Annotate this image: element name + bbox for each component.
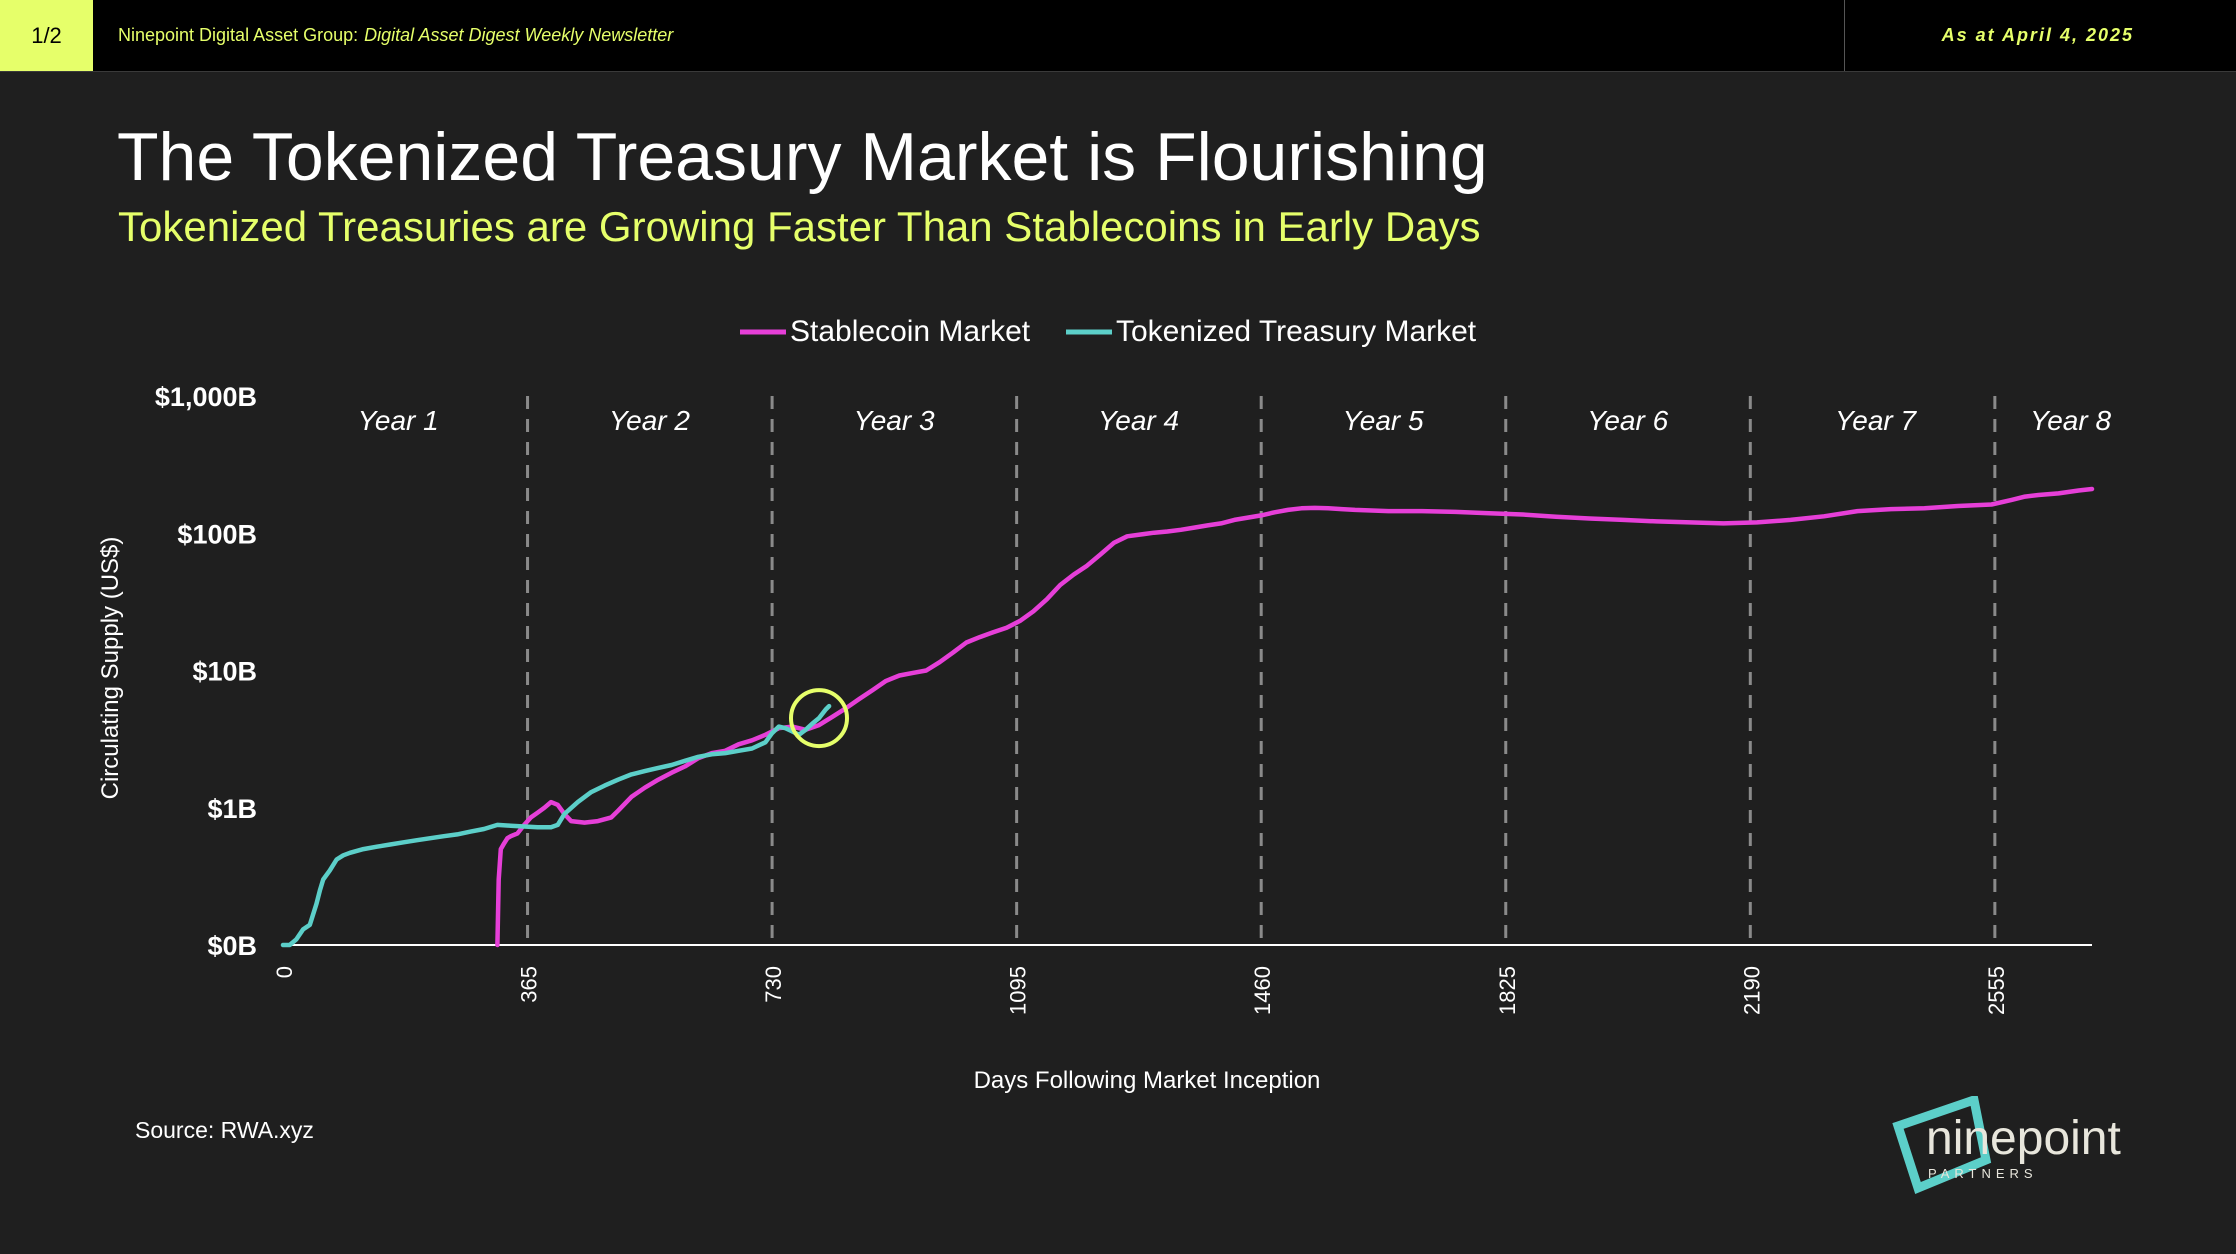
- page-subtitle: Tokenized Treasuries are Growing Faster …: [118, 203, 1481, 250]
- x-axis-title: Days Following Market Inception: [974, 1067, 1321, 1094]
- newsletter-name: Digital Asset Digest Weekly Newsletter: [364, 25, 674, 45]
- y-axis-title: Circulating Supply (US$): [97, 537, 124, 800]
- year-label: Year 6: [1587, 405, 1668, 436]
- year-label: Year 2: [609, 405, 690, 436]
- x-tick-label: 2190: [1739, 966, 1764, 1015]
- year-label: Year 5: [1343, 405, 1424, 436]
- year-label: Year 3: [854, 405, 935, 436]
- y-tick-label: $0B: [207, 931, 257, 961]
- x-tick-label: 0: [272, 966, 297, 978]
- page-indicator: 1/2: [0, 0, 93, 71]
- logo-wordmark: ninepoint: [1926, 1112, 2121, 1165]
- treasury-line: [280, 703, 832, 948]
- year-label: Year 1: [358, 405, 439, 436]
- logo-mark-icon: [1892, 1096, 1992, 1195]
- x-tick-label: 2555: [1984, 966, 2009, 1015]
- newsletter-title: Ninepoint Digital Asset Group: Digital A…: [118, 0, 673, 71]
- org-name: Ninepoint Digital Asset Group:: [118, 25, 359, 45]
- y-tick-label: $100B: [177, 519, 257, 549]
- x-tick-label: 730: [761, 966, 786, 1003]
- x-tick-label: 365: [517, 966, 542, 1003]
- source-note: Source: RWA.xyz: [135, 1117, 314, 1143]
- ninepoint-logo: ninepoint PARTNERS: [1892, 1096, 2121, 1195]
- year-labels: Year 1 Year 2 Year 3 Year 4 Year 5 Year 6 Year…: [358, 405, 2112, 436]
- year-label: Year 4: [1098, 405, 1179, 436]
- legend-label-treasury: Tokenized Treasury Market: [1116, 315, 1477, 348]
- page-title: The Tokenized Treasury Market is Flouris…: [117, 119, 1488, 195]
- top-bar: 1/2 Ninepoint Digital Asset Group: Digit…: [0, 0, 2236, 72]
- year-dividers: [526, 396, 1997, 945]
- x-axis: 0 365 730 1095 1460 1825 2190 2555: [272, 944, 2092, 1015]
- logo-tagline: PARTNERS: [1928, 1166, 2038, 1181]
- legend: Stablecoin Market Tokenized Treasury Mar…: [740, 315, 1477, 348]
- series-lines: [280, 486, 2095, 948]
- x-tick-label: 1460: [1250, 966, 1275, 1015]
- x-tick-label: 1825: [1495, 966, 1520, 1015]
- y-tick-label: $1,000B: [155, 382, 257, 412]
- crossover-highlight-circle: [789, 688, 849, 749]
- year-label: Year 8: [2030, 405, 2111, 436]
- y-tick-label: $1B: [207, 794, 257, 824]
- year-label: Year 7: [1835, 405, 1917, 436]
- x-tick-label: 1095: [1006, 966, 1031, 1015]
- as-at-date: As at April 4, 2025: [1941, 25, 2134, 45]
- y-axis: $0B $1B $10B $100B $1,000B: [155, 382, 257, 961]
- stablecoin-line: [495, 486, 2095, 948]
- legend-label-stablecoin: Stablecoin Market: [790, 315, 1031, 348]
- y-tick-label: $10B: [192, 657, 257, 687]
- header-divider: [1844, 0, 1845, 71]
